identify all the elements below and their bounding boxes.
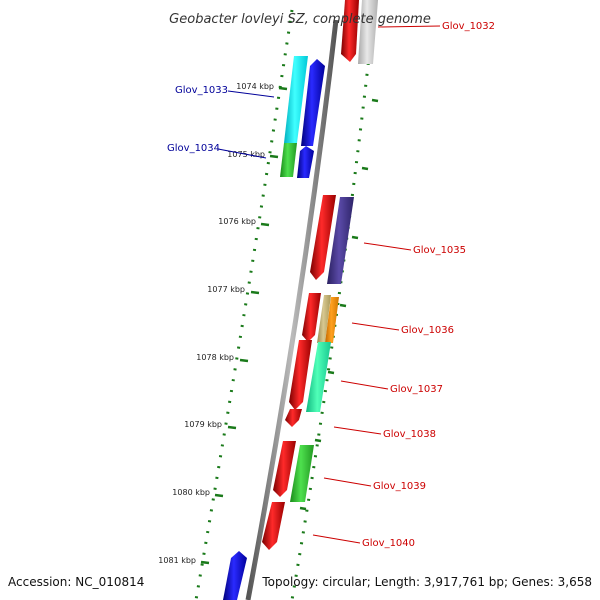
tick-label: 1078 kbp: [196, 353, 234, 362]
gene-glov-1037-arrow[interactable]: [289, 340, 312, 410]
tick-label: 1074 kbp: [236, 82, 274, 91]
genome-title: Geobacter lovleyi SZ, complete genome: [169, 12, 431, 27]
tick-label: 1076 kbp: [218, 217, 256, 226]
topology-text: Topology: circular; Length: 3,917,761 bp…: [261, 575, 592, 589]
tick-label: 1079 kbp: [184, 420, 222, 429]
gene-label-glov-1032[interactable]: Glov_1032: [442, 21, 495, 32]
gene-glov-1039-arrow[interactable]: [273, 441, 296, 497]
gene-glov-1034-cog[interactable]: [280, 143, 297, 177]
gene-label-glov-1039[interactable]: Glov_1039: [373, 481, 426, 492]
tick-mark-1077: [250, 290, 260, 295]
gene-glov-1032-cog[interactable]: [358, 0, 378, 64]
tick-label: 1081 kbp: [158, 556, 196, 565]
gene-glov-1036-cog[interactable]: [317, 295, 331, 343]
gene-features: [223, 0, 378, 600]
gene-label-glov-1035[interactable]: Glov_1035: [413, 245, 466, 256]
gene-glov-1036-arrow[interactable]: [302, 293, 321, 342]
tick-labels: 1074 kbp 1075 kbp 1076 kbp 1077 kbp 1078…: [158, 82, 274, 565]
gene-bottom-blue-arrow[interactable]: [223, 551, 247, 600]
gene-labels: Glov_1032 Glov_1033 Glov_1034 Glov_1035 …: [167, 21, 495, 549]
gene-glov-1035-arrow[interactable]: [310, 195, 336, 280]
gene-glov-1033-cog[interactable]: [284, 56, 308, 143]
tick-label: 1077 kbp: [207, 285, 245, 294]
gene-label-glov-1038[interactable]: Glov_1038: [383, 429, 436, 440]
gene-glov-1036-cog2[interactable]: [325, 297, 339, 343]
gene-glov-1040-arrow[interactable]: [262, 502, 285, 550]
tick-mark-1074: [278, 86, 288, 91]
tick-marks: [200, 86, 379, 565]
tick-mark-1079: [227, 425, 237, 430]
outer-dotted-ring: [290, 29, 374, 600]
gene-label-glov-1033[interactable]: Glov_1033: [175, 85, 228, 96]
gene-label-glov-1040[interactable]: Glov_1040: [362, 538, 415, 549]
tick-mark-1076: [260, 222, 270, 227]
accession-text: Accession: NC_010814: [8, 575, 144, 589]
gene-label-glov-1034[interactable]: Glov_1034: [167, 143, 220, 154]
leader-lines: [217, 25, 441, 544]
genome-backbone: [245, 19, 339, 600]
tick-mark-1081: [200, 560, 210, 565]
gene-glov-1032-arrow[interactable]: [341, 0, 359, 62]
tick-mark-1080: [214, 493, 224, 498]
gene-glov-1037-cog[interactable]: [306, 342, 331, 412]
gene-glov-1038-arrow[interactable]: [285, 409, 302, 427]
gene-glov-1033-arrow[interactable]: [301, 59, 325, 146]
tick-mark-1075: [269, 154, 279, 159]
tick-label: 1080 kbp: [172, 488, 210, 497]
gene-glov-1035-cog[interactable]: [327, 197, 354, 284]
tick-mark-1078: [239, 358, 249, 363]
gene-label-glov-1037[interactable]: Glov_1037: [390, 384, 443, 395]
gene-label-glov-1036[interactable]: Glov_1036: [401, 325, 454, 336]
gene-glov-1039-cog[interactable]: [290, 445, 314, 502]
gene-glov-1034-arrow[interactable]: [297, 146, 314, 178]
